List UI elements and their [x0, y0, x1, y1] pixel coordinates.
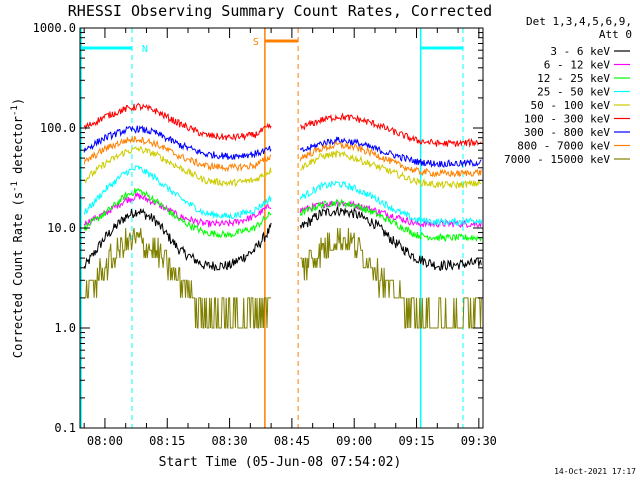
series-line-5-seg-1: [300, 112, 482, 148]
x-tick-label-0: 08:00: [87, 434, 123, 448]
series-line-8-seg-1: [300, 227, 482, 329]
series-line-3-seg-1: [299, 180, 482, 227]
x-axis-label: Start Time (05-Jun-08 07:54:02): [159, 455, 402, 470]
x-tick-label-2: 08:30: [212, 434, 248, 448]
y-axis-label-sup2: -1: [10, 105, 20, 116]
y-axis-label-sup1: -1: [10, 181, 20, 192]
saa-label: S: [253, 37, 259, 48]
chart-title: RHESSI Observing Summary Count Rates, Co…: [68, 2, 492, 20]
series-line-5-seg-0: [83, 102, 272, 142]
legend-label-2: 12 - 25 keV: [537, 72, 610, 85]
legend-label-8: 7000 - 15000 keV: [504, 153, 610, 166]
series-line-7-seg-0: [83, 135, 272, 173]
series-line-4-seg-0: [83, 145, 272, 188]
legend-label-1: 6 - 12 keV: [544, 59, 611, 72]
plot-area: NS: [80, 28, 482, 428]
series-line-6-seg-1: [299, 136, 482, 168]
x-tick-label-3: 08:45: [274, 434, 310, 448]
night-label: N: [142, 44, 148, 55]
timestamp: 14-Oct-2021 17:17: [554, 467, 636, 476]
legend-header-2: Att 0: [599, 28, 632, 41]
series-line-7-seg-1: [299, 141, 482, 178]
series-line-0-seg-1: [299, 206, 482, 271]
legend-label-6: 300 - 800 keV: [524, 126, 610, 139]
y-tick-label-2: 10.0: [47, 221, 76, 235]
series-line-4-seg-1: [300, 149, 482, 190]
y-axis-label-end: ): [11, 98, 25, 105]
y-tick-label-0: 0.1: [54, 421, 76, 435]
series-line-8-seg-0: [84, 227, 272, 329]
legend-label-3: 25 - 50 keV: [537, 86, 610, 99]
legend-label-0: 3 - 6 keV: [550, 45, 610, 58]
series-line-0-seg-0: [83, 207, 272, 271]
x-tick-label-4: 09:00: [336, 434, 372, 448]
legend-label-5: 100 - 300 keV: [524, 113, 610, 126]
y-tick-label-1: 1.0: [54, 321, 76, 335]
series-line-2-seg-1: [299, 198, 482, 243]
series-line-1-seg-1: [299, 199, 482, 229]
series-line-3-seg-0: [83, 165, 272, 220]
y-tick-label-4: 1000.0: [33, 21, 76, 35]
legend-label-4: 50 - 100 keV: [531, 99, 611, 112]
x-tick-label-5: 09:15: [398, 434, 434, 448]
y-axis-label: Corrected Count Rate (s-1 detector-1): [10, 98, 25, 358]
y-axis-label-mid: detector: [11, 116, 25, 181]
legend-label-7: 800 - 7000 keV: [517, 140, 610, 153]
x-tick-label-1: 08:15: [149, 434, 185, 448]
legend-header-1: Det 1,3,4,5,6,9,: [526, 15, 632, 28]
series-line-1-seg-0: [83, 191, 272, 228]
y-tick-label-3: 100.0: [40, 121, 76, 135]
series-line-6-seg-0: [83, 125, 272, 160]
y-axis-label-main: Corrected Count Rate (s: [11, 192, 25, 358]
x-tick-label-6: 09:30: [461, 434, 497, 448]
series-line-2-seg-0: [83, 187, 272, 239]
axis-ticks: 0.1 1.0 10.0 100.0 1000.0 08:00 08:15 08:30 08:4…: [33, 21, 497, 448]
